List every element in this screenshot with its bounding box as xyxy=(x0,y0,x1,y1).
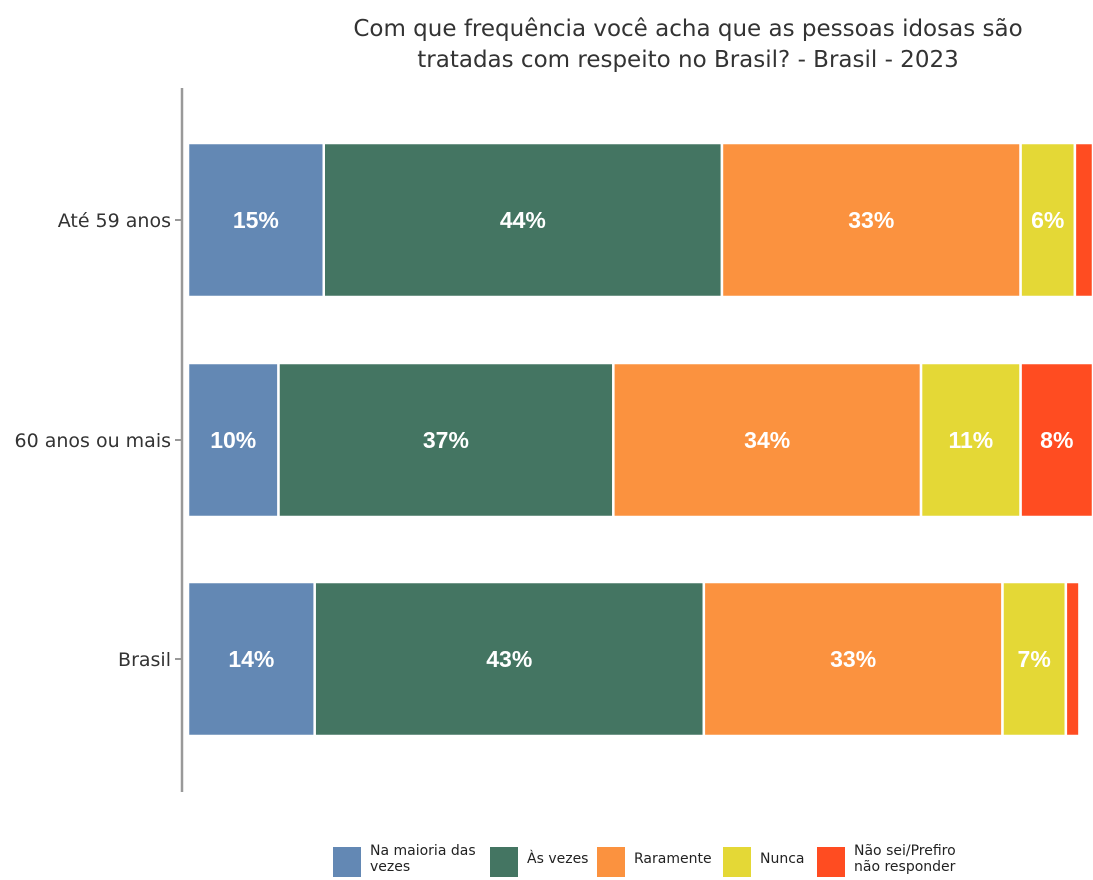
bar-segment xyxy=(1073,141,1093,299)
chart-title: Com que frequência você acha que as pess… xyxy=(188,14,1093,76)
bar-segment xyxy=(186,141,325,299)
bar-segment xyxy=(186,580,316,738)
bar-segment xyxy=(702,580,1004,738)
legend-swatch-nao-sei xyxy=(817,847,845,877)
data-label: 34% xyxy=(744,427,790,453)
legend-swatch-na-maioria xyxy=(333,847,361,877)
legend-swatch-as-vezes xyxy=(490,847,518,877)
legend-swatch-raramente xyxy=(597,847,625,877)
data-label: 33% xyxy=(848,207,894,233)
y-tick-label: 60 anos ou mais xyxy=(15,430,172,452)
legend-label-line: Na maioria das xyxy=(370,843,476,859)
bar-segment xyxy=(186,361,280,519)
data-label: 11% xyxy=(948,427,993,453)
data-label: 8% xyxy=(1040,427,1073,453)
data-label: 37% xyxy=(423,427,469,453)
bar-segment xyxy=(277,361,615,519)
legend-label-line: vezes xyxy=(370,859,411,875)
y-tick-label: Brasil xyxy=(118,649,171,671)
data-label: 7% xyxy=(1018,646,1051,672)
chart-title-line-1: Com que frequência você acha que as pess… xyxy=(353,16,1023,42)
data-label: 44% xyxy=(500,207,546,233)
chart-title-line-2: tratadas com respeito no Brasil? - Brasi… xyxy=(417,47,959,73)
legend-label-nunca: Nunca xyxy=(760,851,805,867)
bar-segment xyxy=(612,361,923,519)
data-label: 6% xyxy=(1031,207,1064,233)
legend-label-nao-sei: Não sei/Prefiro não responder xyxy=(854,843,956,875)
data-label: 33% xyxy=(830,646,876,672)
bar-segment xyxy=(322,141,724,299)
data-label: 15% xyxy=(233,207,279,233)
legend-label-as-vezes: Às vezes xyxy=(527,851,589,867)
bar-segment xyxy=(313,580,706,738)
legend-label-raramente: Raramente xyxy=(634,851,712,867)
bar-segment xyxy=(1001,580,1068,738)
legend-label-line: Não sei/Prefiro xyxy=(854,843,956,859)
bar-segment xyxy=(1064,580,1081,738)
data-label: 14% xyxy=(228,646,274,672)
bar-chart: Até 59 anos 15% 44% 33% 6% 60 anos ou mais 10%… xyxy=(15,88,1093,792)
legend-label-line: não responder xyxy=(854,859,956,875)
y-tick-label: Até 59 anos xyxy=(58,210,171,232)
data-label: 10% xyxy=(210,427,256,453)
legend-label-na-maioria: Na maioria das vezes xyxy=(370,843,476,875)
bar-segment xyxy=(919,361,1022,519)
data-label: 43% xyxy=(486,646,532,672)
bar-segment xyxy=(1019,361,1093,519)
legend-swatch-nunca xyxy=(723,847,751,877)
